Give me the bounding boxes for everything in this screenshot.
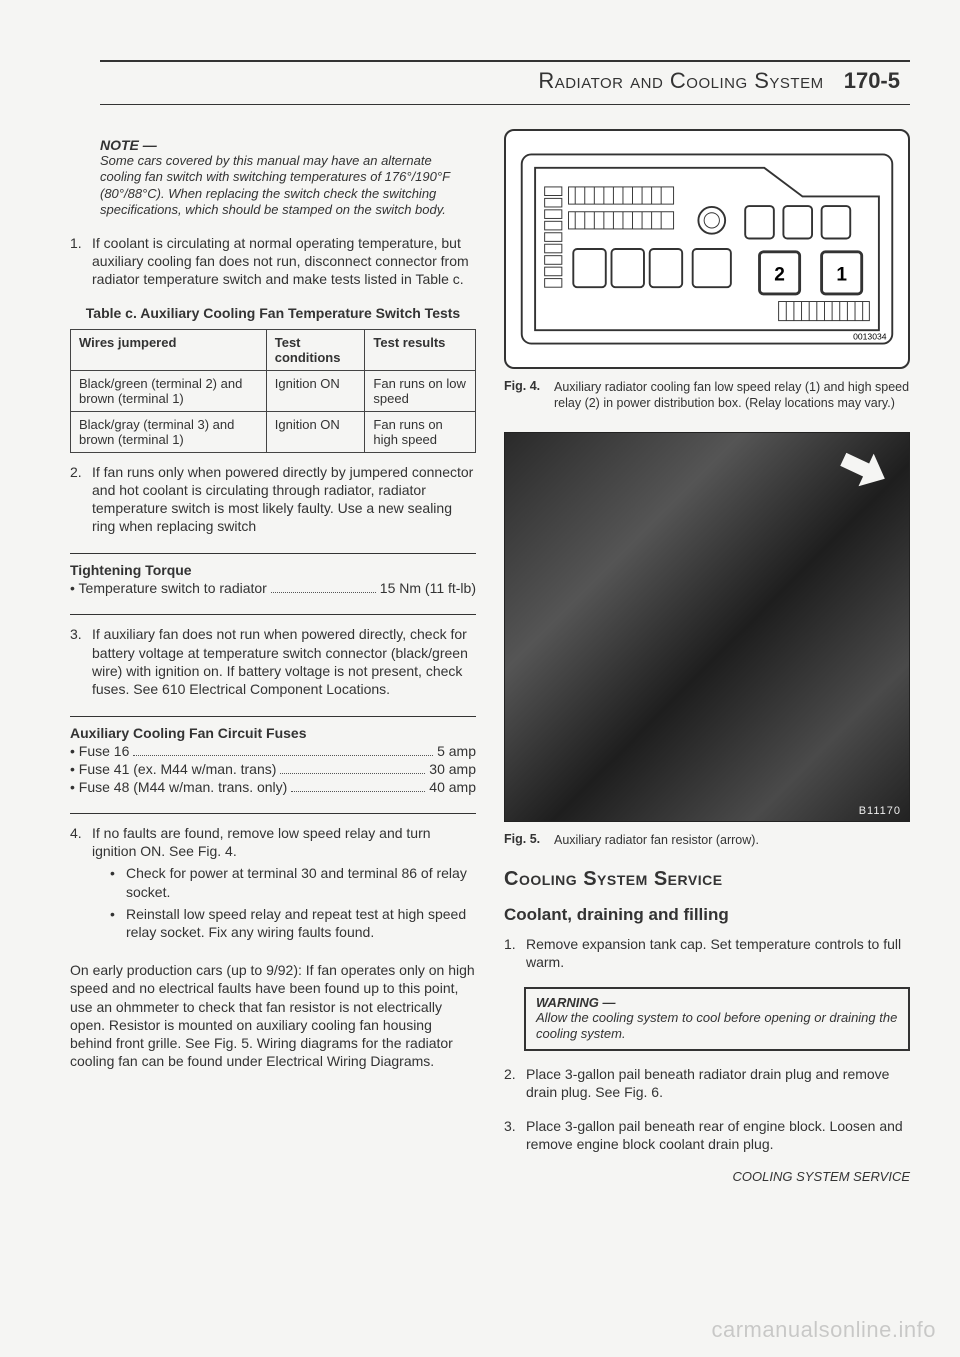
torque-line: • Temperature switch to radiator 15 Nm (… [70,580,476,596]
td: Black/gray (terminal 3) and brown (termi… [71,411,267,452]
warning-label: WARNING — [536,995,898,1010]
td: Ignition ON [266,370,365,411]
coolant-draining-heading: Coolant, draining and filling [504,905,910,925]
svg-text:0013034: 0013034 [853,332,887,342]
table-row: Wires jumpered Test conditions Test resu… [71,329,476,370]
step-3: 3. If auxiliary fan does not run when po… [70,625,476,698]
figure-4-diagram: 2 1 0013034 [504,129,910,369]
table-c: Wires jumpered Test conditions Test resu… [70,329,476,453]
fuse-label: • Fuse 16 [70,743,129,759]
step-4: 4. If no faults are found, remove low sp… [70,824,476,945]
note-label: NOTE — [100,137,476,153]
table-row: Black/green (terminal 2) and brown (term… [71,370,476,411]
figure-5-caption: Fig. 5. Auxiliary radiator fan resistor … [504,832,910,848]
header-pageno: 170-5 [844,68,900,93]
rule [70,716,476,717]
step-text: Remove expansion tank cap. Set temperatu… [526,935,910,971]
svg-text:2: 2 [774,265,785,286]
fuse-label: • Fuse 48 (M44 w/man. trans. only) [70,779,287,795]
dots [271,592,376,593]
left-column: NOTE — Some cars covered by this manual … [70,129,476,1184]
cooling-system-service-heading: Cooling System Service [504,868,910,891]
step-1-text: If coolant is circulating at normal oper… [92,234,476,289]
td: Fan runs on high speed [365,411,476,452]
note-text: Some cars covered by this manual may hav… [100,153,476,218]
figure-4-caption: Fig. 4. Auxiliary radiator cooling fan l… [504,379,910,412]
th-wires: Wires jumpered [71,329,267,370]
step-2-num: 2. [70,463,86,536]
step-3-num: 3. [70,625,86,698]
page-header: Radiator and Cooling System 170-5 [70,68,910,94]
watermark: carmanualsonline.info [711,1317,936,1343]
fuse-label: • Fuse 41 (ex. M44 w/man. trans) [70,761,276,777]
section-footer: COOLING SYSTEM SERVICE [504,1169,910,1184]
photo-code: B11170 [859,805,901,817]
service-step-1: 1. Remove expansion tank cap. Set temper… [504,935,910,971]
fuse-value: 40 amp [429,779,476,795]
list-item: • Check for power at terminal 30 and ter… [110,864,476,900]
bullet-icon: • [110,905,120,941]
figure-5-photo: B11170 [504,432,910,822]
table-c-title: Table c. Auxiliary Cooling Fan Temperatu… [70,305,476,321]
fig-num: Fig. 4. [504,379,548,412]
torque-value: 15 Nm (11 ft-lb) [380,580,476,596]
note-block: NOTE — Some cars covered by this manual … [100,137,476,218]
dots [133,755,433,756]
relay-box-svg: 2 1 0013034 [516,141,898,357]
early-production-note: On early production cars (up to 9/92): I… [70,961,476,1070]
fuse-value: 30 amp [429,761,476,777]
rule [70,614,476,615]
dots [291,791,425,792]
list-item: • Reinstall low speed relay and repeat t… [110,905,476,941]
torque-title: Tightening Torque [70,562,476,578]
step-1: 1. If coolant is circulating at normal o… [70,234,476,289]
fig-num: Fig. 5. [504,832,548,848]
td: Fan runs on low speed [365,370,476,411]
step-num: 2. [504,1065,520,1101]
th-conditions: Test conditions [266,329,365,370]
rule [70,553,476,554]
fuse-line: • Fuse 48 (M44 w/man. trans. only) 40 am… [70,779,476,795]
arrow-icon [836,442,893,494]
step-text: Place 3-gallon pail beneath radiator dra… [526,1065,910,1101]
step-1-num: 1. [70,234,86,289]
fuse-line: • Fuse 16 5 amp [70,743,476,759]
header-rule-top [100,60,910,62]
header-rule-bottom [100,104,910,105]
warning-text: Allow the cooling system to cool before … [536,1010,898,1043]
step-2: 2. If fan runs only when powered directl… [70,463,476,536]
bullet-text: Reinstall low speed relay and repeat tes… [126,905,476,941]
step-num: 3. [504,1117,520,1153]
bullet-text: Check for power at terminal 30 and termi… [126,864,476,900]
rule [70,813,476,814]
right-column: 2 1 0013034 Fig. 4. Auxiliary radiator c… [504,129,910,1184]
svg-text:1: 1 [836,265,847,286]
table-row: Black/gray (terminal 3) and brown (termi… [71,411,476,452]
fuse-value: 5 amp [437,743,476,759]
service-step-2: 2. Place 3-gallon pail beneath radiator … [504,1065,910,1101]
fig-text: Auxiliary radiator cooling fan low speed… [554,379,910,412]
step-3-text: If auxiliary fan does not run when power… [92,625,476,698]
step-2-text: If fan runs only when powered directly b… [92,463,476,536]
step-text: Place 3-gallon pail beneath rear of engi… [526,1117,910,1153]
step-4-num: 4. [70,824,86,945]
bullet-icon: • [110,864,120,900]
td: Ignition ON [266,411,365,452]
fuses-title: Auxiliary Cooling Fan Circuit Fuses [70,725,476,741]
dots [280,773,425,774]
step-num: 1. [504,935,520,971]
fig-text: Auxiliary radiator fan resistor (arrow). [554,832,910,848]
fuse-line: • Fuse 41 (ex. M44 w/man. trans) 30 amp [70,761,476,777]
header-title: Radiator and Cooling System [538,68,823,93]
torque-label: • Temperature switch to radiator [70,580,267,596]
service-step-3: 3. Place 3-gallon pail beneath rear of e… [504,1117,910,1153]
td: Black/green (terminal 2) and brown (term… [71,370,267,411]
th-results: Test results [365,329,476,370]
step-4-text: If no faults are found, remove low speed… [92,824,476,860]
warning-box: WARNING — Allow the cooling system to co… [524,987,910,1051]
